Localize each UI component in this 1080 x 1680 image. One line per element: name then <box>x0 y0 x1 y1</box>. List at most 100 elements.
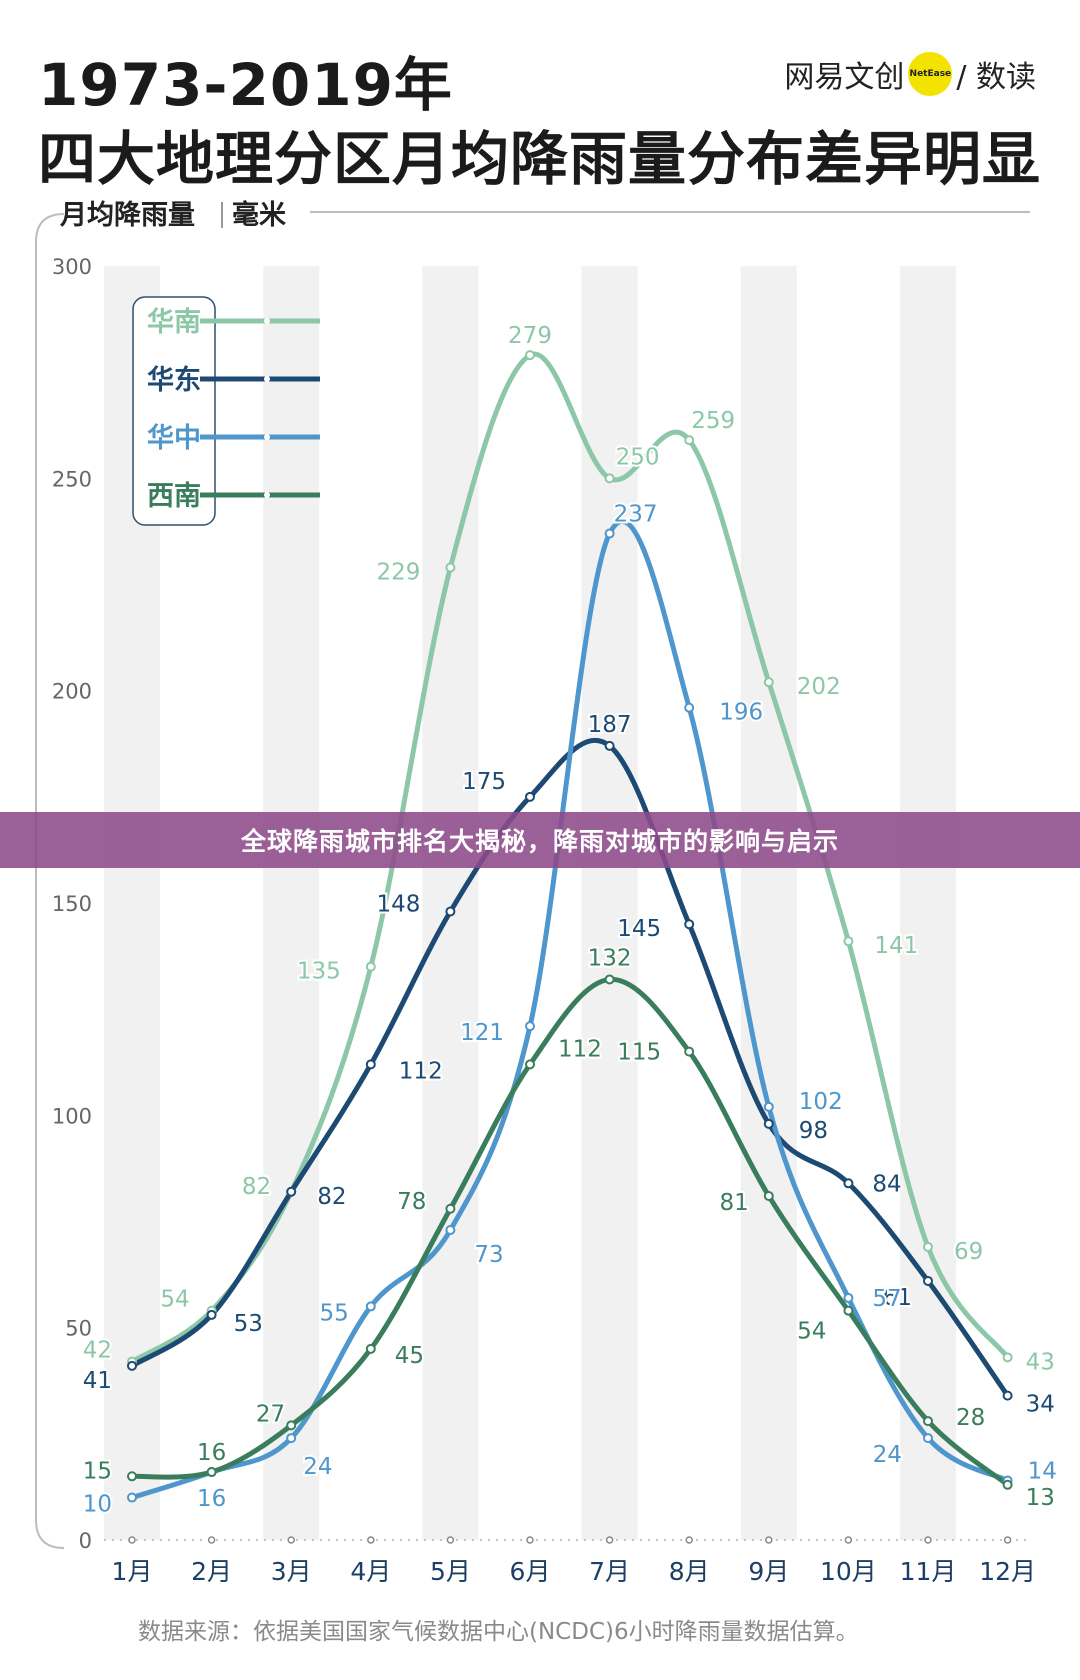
x-tick-marker <box>446 1536 455 1544</box>
x-tick-label: 1月 <box>112 1557 153 1586</box>
data-point <box>445 906 456 917</box>
data-point <box>127 1360 137 1371</box>
y-tick-label: 0 <box>79 1529 92 1553</box>
logo-text-right: / 数读 <box>956 60 1036 95</box>
legend-box <box>132 296 216 526</box>
x-tick-label: 6月 <box>510 1557 551 1586</box>
month-band <box>422 266 479 1540</box>
x-tick-marker <box>1003 1536 1012 1544</box>
data-label: 53 <box>234 1311 263 1337</box>
x-tick-marker <box>924 1536 932 1544</box>
data-point <box>843 1305 854 1316</box>
data-point <box>843 936 854 947</box>
y-tick-label: 50 <box>65 1317 92 1341</box>
data-point <box>923 1433 933 1444</box>
data-label: 250 <box>616 444 660 470</box>
data-label: 237 <box>614 502 658 528</box>
data-label: 28 <box>956 1405 985 1431</box>
data-label: 57 <box>872 1286 901 1312</box>
y-axis-line <box>35 213 65 1549</box>
x-tick-label: 11月 <box>900 1557 957 1586</box>
data-label: 82 <box>317 1184 346 1210</box>
data-label: 196 <box>719 700 763 726</box>
y-tick-label: 300 <box>52 255 92 279</box>
data-label: 54 <box>160 1287 189 1313</box>
data-label: 69 <box>954 1239 983 1265</box>
data-label: 175 <box>462 769 506 795</box>
data-point <box>365 961 376 972</box>
data-label: 34 <box>1026 1392 1055 1418</box>
data-label: 16 <box>197 1486 226 1512</box>
data-label: 187 <box>588 712 632 738</box>
x-tick-marker <box>765 1536 773 1544</box>
x-tick-marker <box>844 1536 853 1544</box>
data-label: 27 <box>256 1401 285 1427</box>
data-label: 259 <box>691 408 735 434</box>
data-point <box>763 1118 774 1129</box>
data-label: 229 <box>376 560 420 586</box>
data-label: 14 <box>1028 1459 1057 1485</box>
x-tick-label: 2月 <box>191 1557 232 1586</box>
x-tick-label: 3月 <box>271 1557 312 1586</box>
chart-axes: 0 50 100 150 200 250 300 1月 2月 3月 4月 5月 6月 7月 8月 9月 10月 1… <box>35 211 1036 1586</box>
data-label: 279 <box>508 323 552 349</box>
x-tick-marker <box>605 1536 614 1544</box>
y-tick-label: 150 <box>52 892 92 916</box>
data-point <box>445 562 456 573</box>
series-points <box>127 350 1013 1503</box>
chart-title-line2: 四大地理分区月均降雨量分布差异明显 <box>38 125 1042 193</box>
data-label: 43 <box>1026 1349 1055 1375</box>
data-point <box>763 677 774 688</box>
x-tick-marker <box>367 1536 375 1544</box>
data-point <box>206 1467 217 1478</box>
data-label: 82 <box>242 1174 271 1200</box>
data-label: 42 <box>83 1338 112 1364</box>
legend-label: 华中 <box>147 422 201 454</box>
data-point <box>445 1203 456 1214</box>
data-point <box>604 974 615 985</box>
legend-swatch-dot <box>264 492 270 498</box>
data-point <box>127 1471 137 1482</box>
data-point <box>923 1241 933 1252</box>
y-tick-label: 200 <box>52 680 92 704</box>
legend-swatch-dot <box>264 376 270 382</box>
overlay-banner: 全球降雨城市排名大揭秘，降雨对城市的影响与启示 <box>0 812 1080 868</box>
data-point <box>286 1420 297 1431</box>
data-label: 24 <box>873 1442 902 1468</box>
x-tick-marker <box>526 1536 534 1544</box>
x-tick-label: 8月 <box>669 1557 710 1586</box>
data-label: 98 <box>799 1118 828 1144</box>
data-point <box>1002 1479 1013 1490</box>
source-note: 数据来源：依据美国国家气候数据中心(NCDC)6小时降雨量数据估算。 <box>138 1619 859 1645</box>
data-label: 10 <box>83 1492 112 1518</box>
x-tick-label: 5月 <box>430 1557 471 1586</box>
data-label: 121 <box>460 1020 504 1046</box>
data-point <box>1002 1352 1013 1363</box>
data-point <box>286 1186 297 1197</box>
chart-title-line1: 1973-2019年 <box>38 51 453 119</box>
y-axis-unit: 毫米 <box>232 199 286 231</box>
x-tick-marker <box>207 1536 216 1544</box>
brand-logo: 网易文创 NetEase / 数读 <box>784 50 1036 98</box>
data-label: 13 <box>1026 1485 1055 1511</box>
data-point <box>843 1292 854 1303</box>
data-point <box>365 1059 376 1070</box>
legend-swatch-dot <box>264 434 270 440</box>
data-label: 145 <box>617 916 661 942</box>
data-label: 73 <box>474 1242 503 1268</box>
y-tick-label: 100 <box>52 1104 92 1128</box>
data-point <box>365 1301 376 1312</box>
data-point <box>684 435 695 446</box>
data-point <box>525 1059 535 1070</box>
month-band <box>900 266 956 1540</box>
data-label: 15 <box>83 1458 112 1484</box>
data-point <box>286 1433 297 1444</box>
logo-badge: NetEase <box>908 52 953 96</box>
data-point <box>365 1343 376 1354</box>
data-label: 16 <box>197 1440 226 1466</box>
data-point <box>843 1178 854 1189</box>
data-label: 41 <box>83 1368 112 1394</box>
data-point <box>684 919 695 930</box>
logo-text-left: 网易文创 <box>784 60 905 95</box>
data-label: 61 <box>883 1285 912 1311</box>
